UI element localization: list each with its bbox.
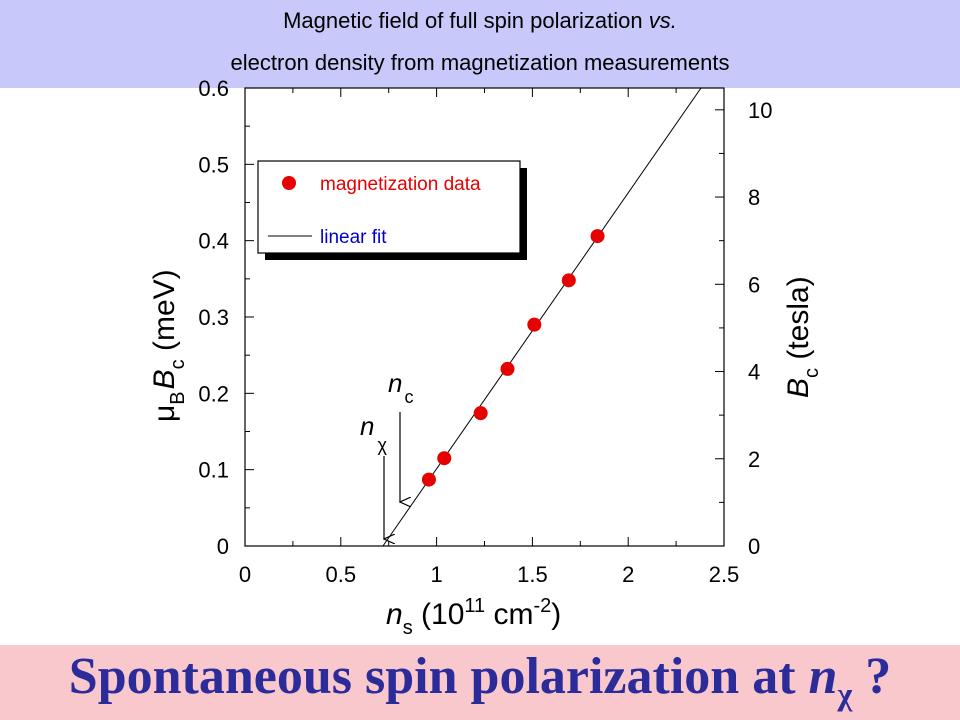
y2-tick-label: 4 — [748, 360, 760, 385]
data-point — [421, 472, 436, 487]
y-tick-label: 0 — [217, 534, 229, 559]
legend-marker — [282, 176, 296, 190]
header-line-1: Magnetic field of full spin polarization… — [0, 8, 960, 34]
data-point — [500, 361, 515, 376]
y-tick-label: 0.3 — [198, 305, 229, 330]
data-points — [421, 229, 605, 487]
y2-tick-label: 6 — [748, 272, 760, 297]
footer-banner: Spontaneous spin polarization at nχ ? — [0, 645, 960, 720]
y2-axis-label: Bc (tesla) — [782, 276, 823, 398]
x-tick-label: 2 — [622, 562, 634, 587]
x-tick-label: 1.5 — [517, 562, 548, 587]
y2-tick-label: 10 — [748, 98, 772, 123]
y2-tick-label: 2 — [748, 447, 760, 472]
data-point — [437, 451, 452, 466]
axis-ticks — [244, 87, 725, 547]
header-banner: Magnetic field of full spin polarization… — [0, 0, 960, 88]
plot-frame — [244, 87, 725, 547]
y-tick-label: 0.5 — [198, 152, 229, 177]
y2-tick-label: 8 — [748, 185, 760, 210]
nchi-annotation: nχ — [360, 411, 387, 455]
x-tick-label: 2.5 — [709, 562, 740, 587]
data-point — [590, 229, 605, 244]
header-line-1-text: Magnetic field of full spin polarization — [283, 8, 643, 33]
legend-data-label: magnetization data — [320, 174, 481, 195]
y-axis-label: μBBc (meV) — [148, 269, 189, 422]
y-tick-label: 0.4 — [198, 229, 229, 254]
footer-title-end: ? — [852, 648, 892, 705]
footer-title-sub: χ — [837, 675, 853, 712]
legend-box — [257, 160, 521, 254]
y-tick-label: 0.6 — [198, 76, 229, 101]
footer-title: Spontaneous spin polarization at nχ ? — [0, 647, 960, 712]
x-axis-label: ns (1011 cm-2) — [386, 595, 561, 639]
x-tick-label: 0.5 — [326, 562, 357, 587]
data-point — [561, 273, 576, 288]
x-tick-label: 0 — [239, 562, 251, 587]
axis-tick-labels: 0 0.5 1 1.5 2 2.5 0 0.1 0.2 0.3 0.4 0.5 0.6 0 2 4 6 8 10 — [198, 76, 772, 587]
y-tick-label: 0.2 — [198, 381, 229, 406]
footer-title-var: n — [808, 648, 838, 705]
y2-tick-label: 0 — [748, 534, 760, 559]
header-line-1-italic: vs. — [648, 8, 677, 33]
data-point — [527, 317, 542, 332]
header-line-2: electron density from magnetization meas… — [230, 50, 730, 75]
x-tick-label: 1 — [430, 562, 442, 587]
fit-line — [382, 87, 702, 547]
footer-title-text: Spontaneous spin polarization at — [68, 648, 809, 705]
y-tick-label: 0.1 — [198, 458, 229, 483]
legend-fit-label: linear fit — [320, 227, 387, 248]
data-point — [473, 406, 488, 421]
